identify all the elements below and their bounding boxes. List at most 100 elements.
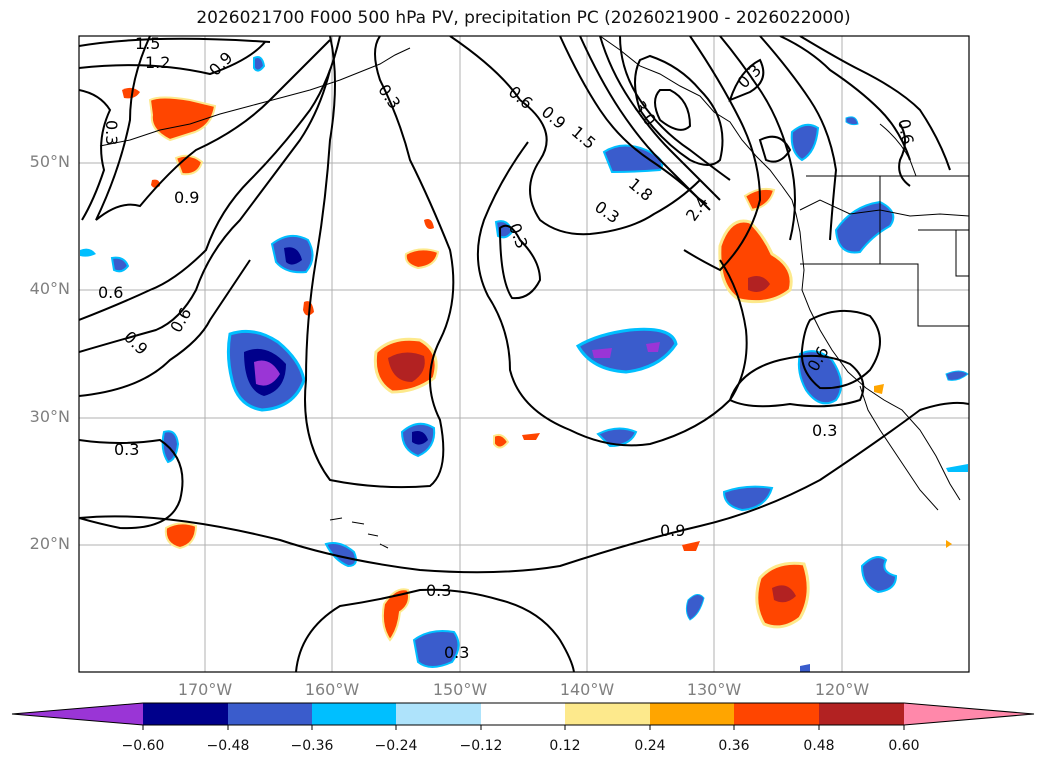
anomaly-blob bbox=[718, 219, 793, 304]
colorbar bbox=[11, 702, 1035, 730]
colorbar-tick-label: 0.24 bbox=[634, 738, 666, 754]
pv-contour bbox=[79, 259, 251, 397]
pv-contour bbox=[79, 41, 266, 76]
anomaly-blob bbox=[493, 433, 510, 449]
lat-label-20n: 20°N bbox=[29, 534, 70, 553]
anomaly-blob bbox=[388, 352, 425, 382]
anomaly-blob bbox=[646, 342, 660, 352]
lat-label-30n: 30°N bbox=[29, 407, 70, 426]
anomaly-blob bbox=[303, 301, 314, 316]
pv-contour bbox=[304, 36, 455, 489]
pv-contour bbox=[728, 58, 765, 102]
hawaii-islands bbox=[329, 517, 389, 549]
anomaly-blob bbox=[254, 360, 280, 386]
pv-contour bbox=[779, 36, 911, 161]
colorbar-tick-label: 0.48 bbox=[803, 738, 835, 754]
lon-label-160w: 160°W bbox=[304, 680, 360, 699]
colorbar-tick-label: −0.24 bbox=[374, 738, 418, 754]
contour-label: 0.3 bbox=[102, 120, 121, 145]
contour-label: 0.3 bbox=[114, 440, 139, 459]
pv-contour bbox=[800, 309, 881, 390]
lon-label-130w: 130°W bbox=[686, 680, 742, 699]
anomaly-blob bbox=[80, 248, 96, 257]
colorbar-tick-label: −0.36 bbox=[290, 738, 334, 754]
contour-label: 0.3 bbox=[444, 643, 469, 662]
anomaly-blob bbox=[575, 327, 678, 374]
anomaly-blob bbox=[845, 116, 859, 126]
lon-label-120w: 120°W bbox=[814, 680, 870, 699]
contour-label: 0.3 bbox=[812, 421, 837, 440]
anomaly-blob bbox=[860, 556, 898, 594]
state-border bbox=[955, 230, 969, 277]
anomaly-blob bbox=[324, 542, 357, 568]
coastlines bbox=[99, 36, 969, 549]
anomaly-blob bbox=[797, 350, 843, 405]
colorbar-bin bbox=[565, 703, 651, 725]
pv-contour bbox=[634, 54, 724, 166]
anomaly-blob bbox=[404, 248, 440, 270]
pv-contour bbox=[79, 89, 112, 221]
colorbar-bin bbox=[734, 703, 820, 725]
colorbar-tick-label: 0.12 bbox=[549, 738, 581, 754]
colorbar-bin bbox=[396, 703, 482, 725]
graticule bbox=[79, 36, 969, 672]
anomaly-blob bbox=[772, 585, 796, 603]
colorbar-ticks bbox=[142, 725, 905, 730]
contour-label: 0.9 bbox=[174, 188, 199, 207]
anomaly-blob bbox=[946, 464, 968, 472]
anomaly-blob bbox=[381, 588, 410, 642]
anomaly-blob bbox=[284, 247, 302, 265]
lat-label-40n: 40°N bbox=[29, 279, 70, 298]
alaska-coast bbox=[599, 36, 783, 187]
anomaly-blob bbox=[748, 276, 770, 292]
anomaly-blob bbox=[682, 541, 700, 551]
positive-anomaly-fills bbox=[122, 87, 952, 642]
state-border bbox=[880, 263, 969, 327]
colorbar-bin bbox=[650, 703, 735, 725]
pv-contour bbox=[758, 135, 792, 163]
lon-label-150w: 150°W bbox=[432, 680, 488, 699]
pv-contour bbox=[719, 36, 796, 241]
colorbar-bin bbox=[143, 703, 229, 725]
pv-contour bbox=[654, 89, 692, 131]
colorbar-tick-label: 0.60 bbox=[888, 738, 920, 754]
pv-contour bbox=[559, 36, 701, 201]
colorbar-bin bbox=[481, 703, 566, 725]
pv-contours bbox=[79, 36, 969, 672]
colorbar-tick-label: −0.48 bbox=[206, 738, 250, 754]
pv-contour bbox=[799, 36, 951, 171]
pv-contour bbox=[728, 354, 865, 408]
pv-contour bbox=[79, 438, 184, 530]
lon-label-170w: 170°W bbox=[177, 680, 233, 699]
contour-label: 1.2 bbox=[145, 53, 170, 72]
pv-contour bbox=[599, 36, 721, 201]
colorbar-bin bbox=[312, 703, 397, 725]
pv-contour bbox=[759, 36, 838, 241]
anomaly-blob bbox=[412, 630, 460, 668]
colorbar-under-arrow bbox=[12, 703, 143, 725]
contour-label: 0.3 bbox=[426, 581, 451, 600]
anomaly-blob bbox=[834, 200, 895, 254]
anomaly-blob bbox=[874, 384, 884, 394]
coast-segment bbox=[799, 199, 969, 217]
pv-contour bbox=[295, 588, 575, 672]
baja-peninsula bbox=[859, 385, 939, 511]
pv-contour bbox=[619, 36, 731, 181]
colorbar-bin bbox=[228, 703, 313, 725]
pv-contour bbox=[79, 36, 341, 321]
british-columbia-coast bbox=[781, 185, 805, 271]
pv-contour bbox=[79, 69, 331, 353]
anomaly-blob bbox=[424, 219, 434, 229]
contour-label: 0.6 bbox=[98, 283, 123, 302]
anomaly-blob bbox=[946, 540, 952, 548]
lat-label-50n: 50°N bbox=[29, 152, 70, 171]
anomaly-blob bbox=[148, 96, 217, 142]
plot-title: 2026021700 F000 500 hPa PV, precipitatio… bbox=[196, 8, 851, 28]
anomaly-blob bbox=[592, 348, 612, 358]
california-coast bbox=[801, 269, 961, 501]
colorbar-bin bbox=[819, 703, 904, 725]
pv-contour bbox=[476, 141, 748, 447]
colorbar-tick-label: −0.60 bbox=[121, 738, 165, 754]
colorbar-tick-label: 0.36 bbox=[718, 738, 750, 754]
